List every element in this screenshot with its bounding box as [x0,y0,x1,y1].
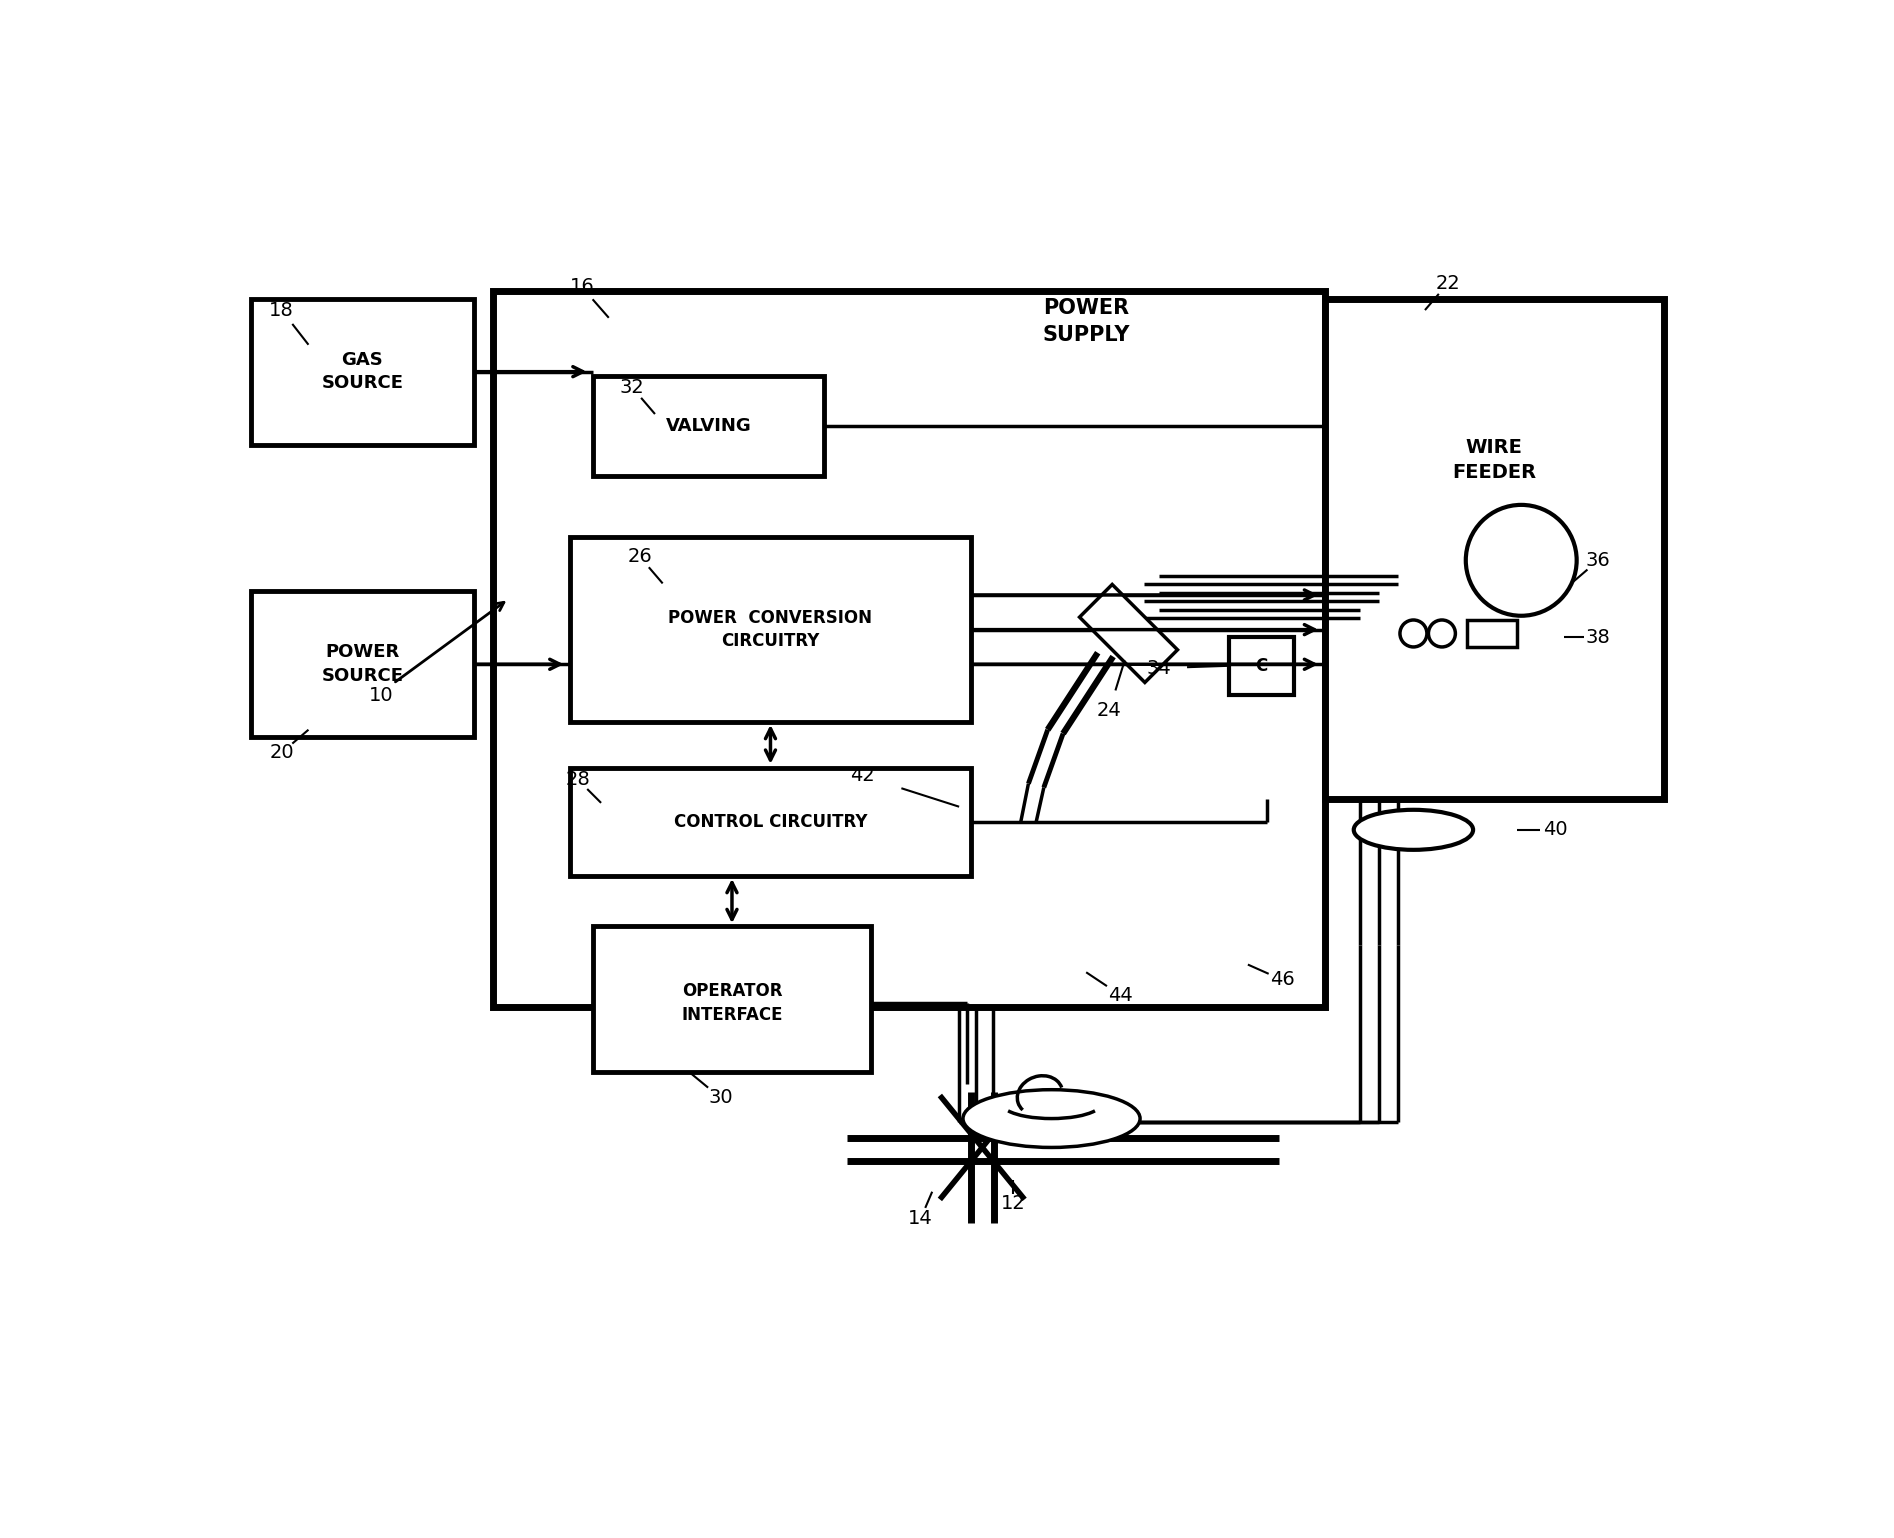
Text: 12: 12 [1000,1193,1025,1213]
Text: 14: 14 [909,1209,934,1229]
Text: 36: 36 [1585,551,1610,569]
Text: 46: 46 [1271,970,1295,989]
Text: 20: 20 [269,743,294,763]
Text: WIRE
FEEDER: WIRE FEEDER [1453,438,1536,483]
Text: 44: 44 [1108,986,1133,1004]
Bar [570,767,970,877]
Bar [570,537,970,721]
Text: 34: 34 [1148,658,1172,678]
Text: 26: 26 [627,548,652,566]
Text: 40: 40 [1544,820,1568,840]
Text: POWER
SUPPLY: POWER SUPPLY [1042,298,1131,345]
Bar [1326,298,1663,800]
Text: C: C [1256,657,1267,675]
Text: 18: 18 [269,300,294,320]
Bar [250,591,474,737]
Bar [593,926,871,1072]
Ellipse shape [1354,811,1474,851]
Bar [1229,637,1294,695]
Text: 24: 24 [1097,701,1121,720]
Text: 38: 38 [1585,628,1610,647]
Text: 28: 28 [566,771,591,789]
Text: 32: 32 [619,377,644,397]
Text: OPERATOR
INTERFACE: OPERATOR INTERFACE [682,983,782,1024]
Polygon shape [1080,584,1178,683]
Text: VALVING: VALVING [667,417,752,435]
Ellipse shape [962,1090,1140,1147]
Bar [593,375,824,475]
Text: POWER
SOURCE: POWER SOURCE [322,643,403,684]
Text: 30: 30 [708,1089,733,1107]
Text: 22: 22 [1436,274,1460,292]
Text: GAS
SOURCE: GAS SOURCE [322,351,403,392]
Text: 42: 42 [850,766,875,786]
Text: 10: 10 [369,686,394,704]
Text: 16: 16 [570,277,595,297]
Bar [492,291,1326,1007]
Text: CONTROL CIRCUITRY: CONTROL CIRCUITRY [674,814,867,831]
Bar [1468,620,1517,646]
Bar [250,298,474,444]
Text: POWER  CONVERSION
CIRCUITRY: POWER CONVERSION CIRCUITRY [669,609,873,651]
